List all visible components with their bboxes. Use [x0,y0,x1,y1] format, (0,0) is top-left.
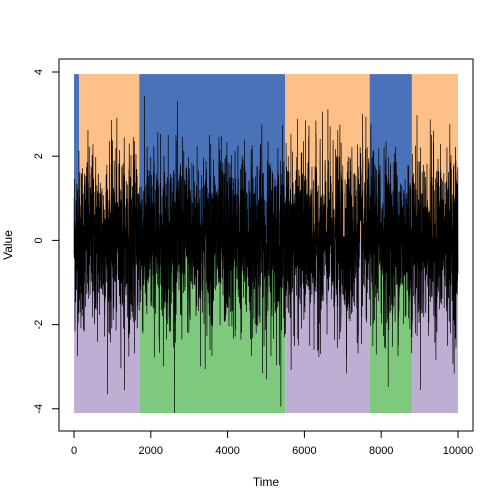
y-axis-title: Value [1,230,15,260]
y-tick-label: 4 [33,69,45,75]
y-tick-label: 0 [33,237,45,243]
x-axis-title: Time [253,475,280,489]
y-axis: -4 -2 0 2 4 [33,69,60,414]
x-axis: 0 2000 4000 6000 8000 10000 [71,430,474,457]
y-tick-label: -4 [33,404,45,414]
x-tick-label: 2000 [139,445,163,457]
y-tick-label: -2 [33,320,45,330]
regime-band-top-0 [74,74,79,241]
series-line [73,95,459,414]
x-tick-label: 8000 [369,445,393,457]
y-tick-label: 2 [33,153,45,159]
regime-band-bottom-0 [74,240,79,413]
x-tick-label: 6000 [292,445,316,457]
x-tick-label: 4000 [215,445,239,457]
x-tick-label: 0 [71,445,77,457]
x-tick-label: 10000 [443,445,474,457]
series-line-group [73,95,459,414]
